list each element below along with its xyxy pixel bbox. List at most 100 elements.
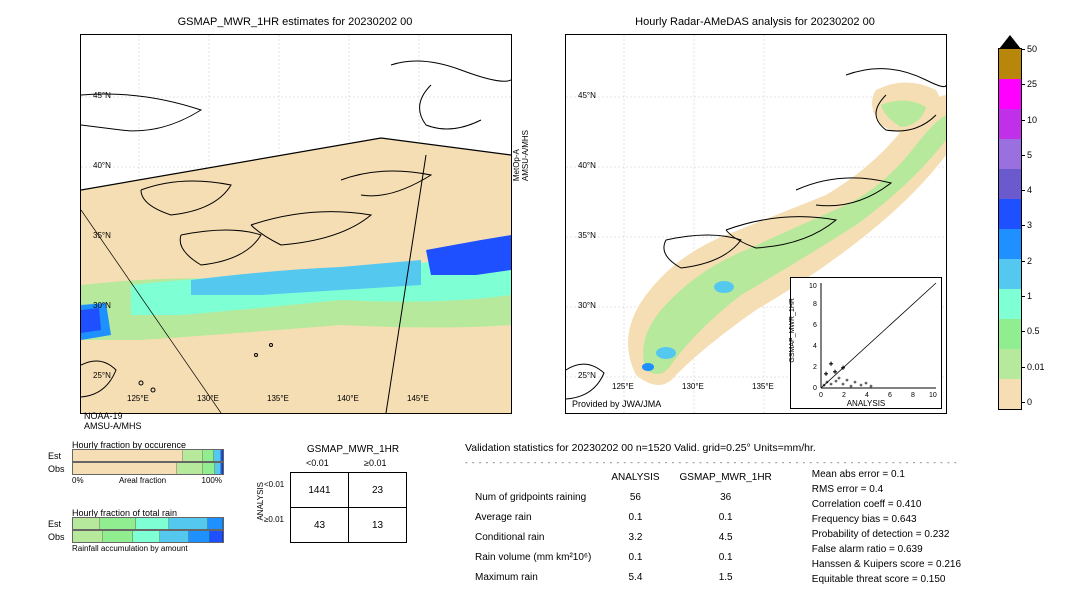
svg-text:4: 4 (865, 392, 869, 399)
bar-segment (189, 531, 210, 542)
left-map-svg (81, 35, 511, 413)
colorbar-tick: 10 (1027, 115, 1037, 125)
colorbar-tick: 1 (1027, 291, 1032, 301)
svg-text:10: 10 (929, 392, 937, 399)
stats-metric: Correlation coeff = 0.410 (812, 497, 961, 512)
scatter-inset: ++ ++ 024 6810 024 6810 ANALYSIS GSMAP_M… (790, 277, 942, 409)
colorbar-segment (999, 169, 1021, 199)
ly0: 25°N (93, 371, 111, 380)
lx1: 130°E (197, 394, 219, 403)
bar-row: Est (48, 518, 248, 529)
ry2: 35°N (578, 231, 596, 240)
ly4: 45°N (93, 91, 111, 100)
ct-01: 23 (349, 473, 407, 508)
svg-text:8: 8 (813, 301, 817, 308)
colorbar-segment (999, 379, 1021, 409)
occ-axis-left: 0% (72, 476, 84, 485)
ct-col0: <0.01 (306, 458, 329, 468)
left-map-footer: NOAA-19AMSU-A/MHS (84, 412, 142, 432)
bar (72, 462, 224, 475)
svg-text:6: 6 (888, 392, 892, 399)
stats-metric: False alarm ratio = 0.639 (812, 542, 961, 557)
colorbar-tick: 2 (1027, 256, 1032, 266)
colorbar-segment (999, 199, 1021, 229)
svg-text:0: 0 (813, 385, 817, 392)
rx1: 130°E (682, 382, 704, 391)
stats-metric: Frequency bias = 0.643 (812, 512, 961, 527)
occ-axis-right: 100% (202, 476, 222, 485)
stats-title: Validation statistics for 20230202 00 n=… (465, 442, 1065, 454)
bar-segment (169, 518, 208, 529)
ct-11: 13 (349, 508, 407, 543)
bar-segment (203, 463, 216, 474)
colorbar-tick: 0.5 (1027, 326, 1040, 336)
svg-text:6: 6 (813, 322, 817, 329)
svg-text:4: 4 (813, 343, 817, 350)
svg-text:8: 8 (911, 392, 915, 399)
bar (72, 530, 224, 543)
stats-panel: Validation statistics for 20230202 00 n=… (465, 442, 1065, 587)
stats-metric: Hanssen & Kuipers score = 0.216 (812, 557, 961, 572)
bar-row: Obs (48, 463, 248, 474)
lx4: 145°E (407, 394, 429, 403)
ct-col1: ≥0.01 (364, 458, 386, 468)
bar-segment (221, 463, 223, 474)
svg-text:2: 2 (813, 364, 817, 371)
totalrain-chart: Hourly fraction of total rain EstObs Rai… (48, 508, 248, 553)
colorbar-arrow-icon (999, 35, 1021, 49)
colorbar-tick: 0 (1027, 397, 1032, 407)
ct-row1: ≥0.01 (264, 515, 284, 524)
totalrain-footer: Rainfall accumulation by amount (72, 544, 248, 553)
bar-segment (73, 531, 103, 542)
colorbar-segment (999, 229, 1021, 259)
colorbar-segment (999, 79, 1021, 109)
occurrence-chart: Hourly fraction by occurence EstObs 0% A… (48, 440, 248, 485)
bar-label: Obs (48, 464, 72, 474)
rx2: 135°E (752, 382, 774, 391)
stats-metric: Equitable threat score = 0.150 (812, 572, 961, 587)
colorbar-tick: 3 (1027, 220, 1032, 230)
colorbar-segment (999, 349, 1021, 379)
bar-row: Obs (48, 531, 248, 542)
bar (72, 517, 224, 530)
colorbar-tick: 5 (1027, 150, 1032, 160)
stats-right-metrics: Mean abs error = 0.1RMS error = 0.4Corre… (812, 467, 961, 587)
colorbar-segment (999, 49, 1021, 79)
svg-text:+: + (824, 371, 828, 378)
ly1: 30°N (93, 301, 111, 310)
ry1: 30°N (578, 301, 596, 310)
ct-row0: <0.01 (264, 480, 284, 489)
stats-row: Average rain0.10.1 (465, 507, 782, 527)
colorbar-segment (999, 139, 1021, 169)
right-map-title: Hourly Radar-AMeDAS analysis for 2023020… (565, 16, 945, 28)
svg-text:2: 2 (842, 392, 846, 399)
left-map-sidelabel: MetOp-AAMSU-A/MHS (512, 130, 530, 181)
ry0: 25°N (578, 371, 596, 380)
scatter-xlabel: ANALYSIS (847, 399, 886, 408)
lx2: 135°E (267, 394, 289, 403)
bar-segment (214, 450, 221, 461)
svg-text:+: + (829, 361, 833, 368)
ly2: 35°N (93, 231, 111, 240)
lx3: 140°E (337, 394, 359, 403)
stats-left-table: ANALYSISGSMAP_MWR_1HR Num of gridpoints … (465, 467, 782, 587)
right-map-footer: Provided by JWA/JMA (572, 399, 661, 409)
stats-metric: RMS error = 0.4 (812, 482, 961, 497)
bar-segment (221, 450, 223, 461)
colorbar-segment (999, 319, 1021, 349)
ct-00: 1441 (291, 473, 349, 508)
bar-segment (160, 531, 190, 542)
stats-divider: - - - - - - - - - - - - - - - - - - - - … (465, 458, 1065, 467)
stats-metric: Probability of detection = 0.232 (812, 527, 961, 542)
ly3: 40°N (93, 161, 111, 170)
bar-segment (73, 518, 100, 529)
occ-axis-label: Areal fraction (119, 476, 166, 485)
bar-segment (133, 531, 160, 542)
colorbar-tick: 0.01 (1027, 362, 1045, 372)
rx0: 125°E (612, 382, 634, 391)
colorbar-segment (999, 109, 1021, 139)
bar-segment (177, 463, 203, 474)
bar-segment (136, 518, 169, 529)
scatter-ylabel: GSMAP_MWR_1HR (789, 298, 796, 363)
colorbar: 502510543210.50.010 (998, 48, 1022, 410)
